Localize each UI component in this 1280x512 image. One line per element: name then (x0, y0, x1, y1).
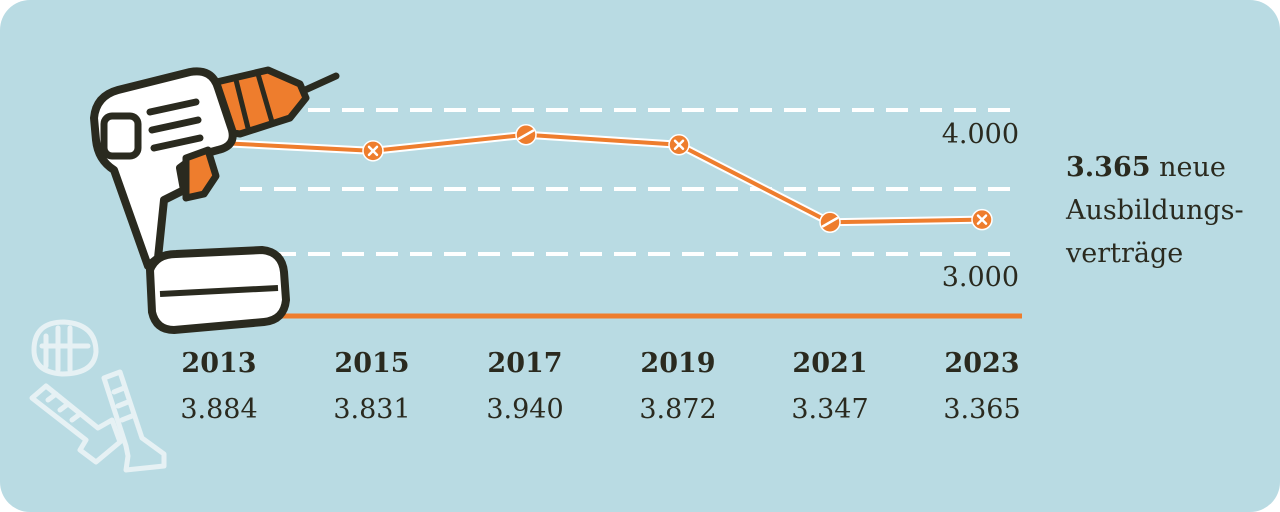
value-label-2017: 3.940 (486, 394, 563, 425)
x-tick-label-2017: 2017 (487, 348, 562, 379)
headline-text: neue (1159, 152, 1226, 183)
headline-line-3: verträge (1066, 238, 1184, 269)
value-label-2023: 3.365 (943, 394, 1020, 425)
x-tick-label-2019: 2019 (640, 348, 715, 379)
x-tick-label-2023: 2023 (944, 348, 1019, 379)
value-label-2013: 3.884 (180, 394, 257, 425)
y-tick-label-3000: 3.000 (942, 262, 1019, 293)
value-label-2015: 3.831 (333, 394, 410, 425)
y-tick-label-4000: 4.000 (942, 119, 1019, 150)
x-label-layer: 2013 3.884 2015 3.831 2017 3.940 2019 3.872 2021… (180, 348, 1020, 425)
screws-icon (29, 319, 167, 473)
x-tick-label-2015: 2015 (334, 348, 409, 379)
drill-icon (90, 66, 340, 334)
grid-layer (240, 108, 1022, 256)
data-point-2015 (362, 140, 384, 162)
series-line (219, 132, 983, 225)
headline-value: 3.365 (1066, 152, 1151, 183)
value-label-2019: 3.872 (639, 394, 716, 425)
data-point-2017 (515, 123, 537, 146)
data-point-2023 (971, 208, 993, 231)
headline-annotation: 3.365 neue Ausbildungs- verträge (1066, 146, 1266, 275)
y-tick-layer: 4.000 3.000 (942, 119, 1019, 293)
x-tick-label-2013: 2013 (181, 348, 256, 379)
series-layer (219, 123, 993, 234)
data-point-2021 (819, 211, 841, 234)
value-label-2021: 3.347 (791, 394, 868, 425)
x-tick-label-2021: 2021 (792, 348, 867, 379)
headline-line-1: 3.365 neue (1066, 146, 1266, 189)
data-point-2019 (668, 134, 690, 156)
headline-line-2: Ausbildungs- (1066, 195, 1244, 226)
